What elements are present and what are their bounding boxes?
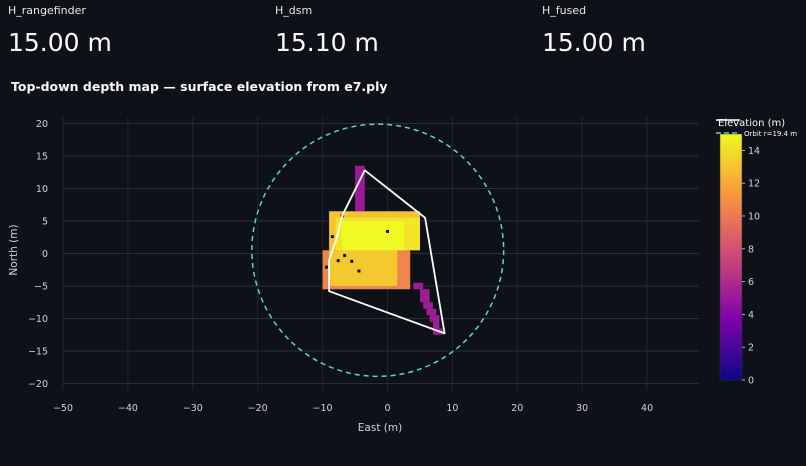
metric-value: 15.00 m	[542, 28, 646, 57]
colorbar-ticks: 0 2 4 6 8 10 12 14	[742, 146, 760, 387]
metric-dsm: H_dsm 15.10 m	[275, 4, 379, 58]
y-tick-label: 5	[42, 217, 48, 228]
y-tick-label: −20	[28, 379, 48, 390]
heatmap-cell	[429, 315, 440, 322]
x-tick-label: 0	[384, 403, 390, 414]
heatmap-cells	[322, 165, 443, 335]
colorbar-tick-label: 12	[748, 179, 760, 190]
section-title: Top-down depth map — surface elevation f…	[11, 79, 388, 94]
colorbar-tick-label: 6	[748, 277, 754, 288]
x-tick-label: 10	[446, 403, 458, 414]
no-data-point	[385, 229, 389, 233]
no-data-point	[324, 265, 328, 269]
metric-label: H_dsm	[275, 4, 313, 17]
no-data-point	[357, 269, 361, 273]
y-tick-label: 20	[36, 119, 48, 130]
x-tick-label: 20	[511, 403, 523, 414]
y-tick-label: 0	[42, 249, 48, 260]
heatmap-cell	[355, 165, 365, 212]
legend-label-orbit: Orbit r=19.4 m	[744, 130, 797, 138]
x-tick-label: −40	[118, 403, 138, 414]
y-tick-label: −10	[28, 314, 48, 325]
metric-label: H_fused	[542, 4, 587, 17]
metric-label: H_rangefinder	[8, 4, 86, 17]
legend[interactable]: Orbit r=19.4 m	[716, 119, 797, 138]
x-tick-label: 40	[641, 403, 653, 414]
x-tick-label: −20	[248, 403, 268, 414]
y-tick-label: −15	[28, 347, 48, 358]
y-tick-label: 15	[36, 152, 48, 163]
metric-value: 15.10 m	[275, 28, 379, 57]
no-data-point	[330, 235, 334, 239]
colorbar-title: Elevation (m)	[718, 118, 785, 129]
x-tick-label: 30	[576, 403, 588, 414]
y-axis-title: North (m)	[8, 224, 20, 275]
heatmap-cell	[413, 282, 424, 290]
overlays	[251, 123, 505, 378]
colorbar-gradient	[719, 133, 743, 381]
orbit-circle	[251, 123, 505, 378]
metric-value: 15.00 m	[8, 28, 112, 57]
no-data-point	[350, 259, 354, 263]
heatmap-cell	[419, 289, 430, 296]
heatmap-cell	[342, 221, 404, 251]
colorbar-tick-label: 2	[748, 343, 754, 354]
y-tick-label: −5	[34, 282, 48, 293]
x-tick-label: −30	[183, 403, 203, 414]
metrics-row: H_rangefinder 15.00 m H_dsm 15.10 m H_fu…	[0, 0, 806, 70]
x-tick-label: −50	[53, 403, 73, 414]
heatmap-cell	[423, 302, 433, 309]
y-tick-label: 10	[36, 184, 48, 195]
metric-fused: H_fused 15.00 m	[542, 4, 646, 58]
no-data-point	[343, 253, 347, 257]
colorbar-tick-label: 0	[748, 376, 754, 387]
colorbar-tick-label: 14	[748, 146, 760, 157]
metric-rangefinder: H_rangefinder 15.00 m	[8, 4, 112, 58]
colorbar-tick-label: 8	[748, 244, 754, 255]
colorbar-tick-label: 4	[748, 310, 754, 321]
x-tick-label: −10	[313, 403, 333, 414]
colorbar-tick-label: 10	[748, 212, 760, 223]
heatmap-cell	[329, 250, 398, 286]
colorbar: Elevation (m) 0 2 4 6 8 10 12 14	[718, 118, 785, 387]
x-axis-title: East (m)	[358, 422, 402, 434]
footprint-hull	[328, 169, 446, 335]
heatmap-cell	[426, 308, 437, 316]
heatmap-cell	[432, 321, 440, 329]
heatmap-cell	[419, 295, 430, 303]
no-data-point	[336, 259, 340, 263]
